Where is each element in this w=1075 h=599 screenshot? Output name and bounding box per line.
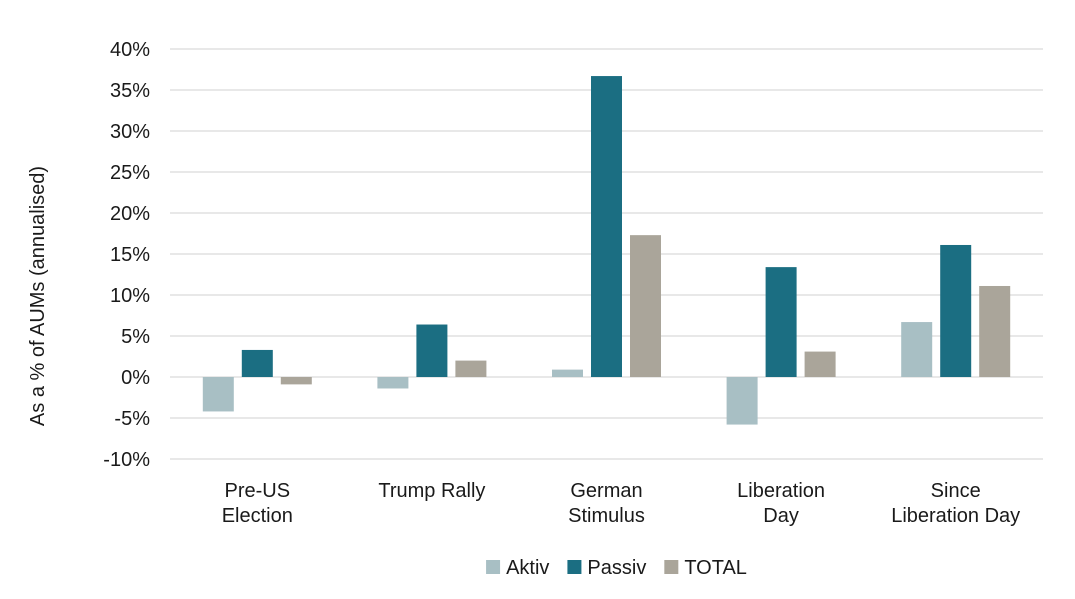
y-tick-label: -5% bbox=[114, 408, 150, 430]
bar-passiv-2 bbox=[416, 324, 448, 377]
bar-total-4 bbox=[804, 351, 836, 377]
bar-aktiv-4 bbox=[726, 377, 758, 425]
y-tick-label: 35% bbox=[110, 80, 150, 102]
bar-total-1 bbox=[280, 377, 312, 385]
x-axis-categories: Pre-US Election Trump Rally German Stimulus L… bbox=[222, 480, 1020, 527]
y-axis-ticks: -10% -5% 0% 5% 10% 15% 20% 25% 30% 35% 40% bbox=[103, 39, 150, 471]
legend-swatch-aktiv bbox=[486, 560, 501, 574]
legend-swatch-total bbox=[664, 560, 679, 574]
y-tick-label: 30% bbox=[110, 121, 150, 143]
bar-aktiv-2 bbox=[377, 377, 409, 389]
y-tick-label: 25% bbox=[110, 162, 150, 184]
x-category-label: German bbox=[570, 480, 642, 502]
x-category-label: Pre-US bbox=[225, 480, 291, 502]
y-tick-label: 0% bbox=[121, 367, 150, 389]
legend-swatch-passiv bbox=[567, 560, 582, 574]
legend-label-total: TOTAL bbox=[684, 557, 747, 579]
bar-aktiv-1 bbox=[202, 377, 234, 412]
x-category-label: Trump Rally bbox=[378, 480, 485, 502]
bar-passiv-5 bbox=[940, 244, 972, 377]
x-category-label: Liberation bbox=[737, 480, 825, 502]
y-tick-label: -10% bbox=[103, 449, 150, 471]
x-category-label: Election bbox=[222, 505, 293, 527]
bar-aktiv-3 bbox=[552, 369, 583, 377]
x-category-label: Day bbox=[763, 505, 799, 527]
y-tick-label: 15% bbox=[110, 244, 150, 266]
bar-total-3 bbox=[630, 235, 661, 377]
bar-aktiv-5 bbox=[901, 322, 933, 377]
x-category-label: Since bbox=[931, 480, 981, 502]
legend: Aktiv Passiv TOTAL bbox=[486, 557, 747, 579]
bar-passiv-1 bbox=[241, 349, 273, 377]
y-tick-label: 10% bbox=[110, 285, 150, 307]
legend-label-passiv: Passiv bbox=[587, 557, 646, 579]
y-tick-label: 5% bbox=[121, 326, 150, 348]
x-category-label: Stimulus bbox=[568, 505, 645, 527]
y-tick-label: 20% bbox=[110, 203, 150, 225]
x-category-label: Liberation Day bbox=[891, 505, 1020, 527]
bar-passiv-3 bbox=[591, 76, 622, 377]
legend-label-aktiv: Aktiv bbox=[506, 557, 549, 579]
bar-total-2 bbox=[455, 360, 487, 377]
bar-passiv-4 bbox=[765, 267, 797, 377]
bar-total-5 bbox=[979, 285, 1011, 377]
y-tick-label: 40% bbox=[110, 39, 150, 61]
y-axis-title: As a % of AUMs (annualised) bbox=[27, 166, 49, 426]
bars bbox=[202, 76, 1011, 425]
